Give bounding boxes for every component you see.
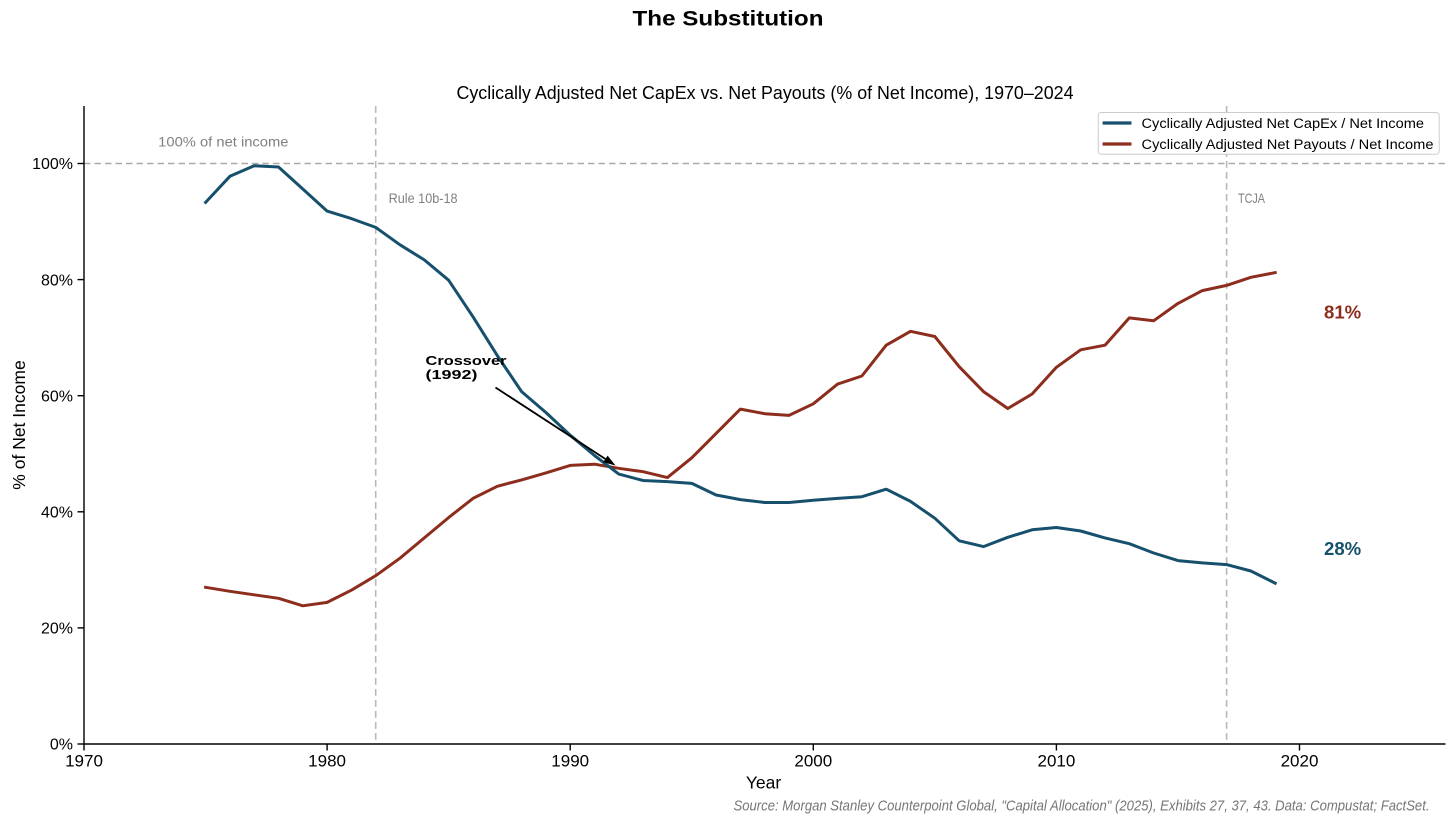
svg-text:1990: 1990 bbox=[551, 752, 589, 771]
svg-text:TCJA: TCJA bbox=[1238, 190, 1266, 206]
svg-text:2010: 2010 bbox=[1037, 752, 1075, 771]
svg-text:The Substitution: The Substitution bbox=[633, 8, 824, 31]
svg-text:Year: Year bbox=[746, 772, 782, 792]
svg-text:Cyclically Adjusted Net CapEx: Cyclically Adjusted Net CapEx vs. Net Pa… bbox=[457, 83, 1074, 103]
svg-text:% of Net Income: % of Net Income bbox=[9, 360, 29, 489]
svg-text:2000: 2000 bbox=[794, 752, 832, 771]
svg-text:Crossover: Crossover bbox=[426, 353, 507, 368]
svg-text:1970: 1970 bbox=[65, 752, 103, 771]
svg-text:Source: Morgan Stanley Counter: Source: Morgan Stanley Counterpoint Glob… bbox=[734, 799, 1430, 815]
svg-text:80%: 80% bbox=[41, 272, 73, 289]
svg-text:28%: 28% bbox=[1324, 539, 1361, 559]
svg-text:(1992): (1992) bbox=[426, 367, 478, 382]
svg-text:Cyclically Adjusted Net CapEx: Cyclically Adjusted Net CapEx / Net Inco… bbox=[1142, 116, 1425, 131]
svg-text:2020: 2020 bbox=[1281, 752, 1319, 771]
svg-text:60%: 60% bbox=[41, 388, 73, 405]
svg-text:100%: 100% bbox=[32, 156, 73, 173]
svg-text:20%: 20% bbox=[41, 621, 73, 638]
svg-text:1980: 1980 bbox=[308, 752, 346, 771]
svg-text:100% of net income: 100% of net income bbox=[158, 134, 289, 150]
svg-text:40%: 40% bbox=[41, 505, 73, 522]
svg-text:Rule 10b-18: Rule 10b-18 bbox=[389, 190, 458, 206]
svg-text:Cyclically Adjusted Net Payout: Cyclically Adjusted Net Payouts / Net In… bbox=[1142, 137, 1434, 152]
svg-text:81%: 81% bbox=[1324, 303, 1361, 323]
svg-text:0%: 0% bbox=[50, 737, 73, 754]
